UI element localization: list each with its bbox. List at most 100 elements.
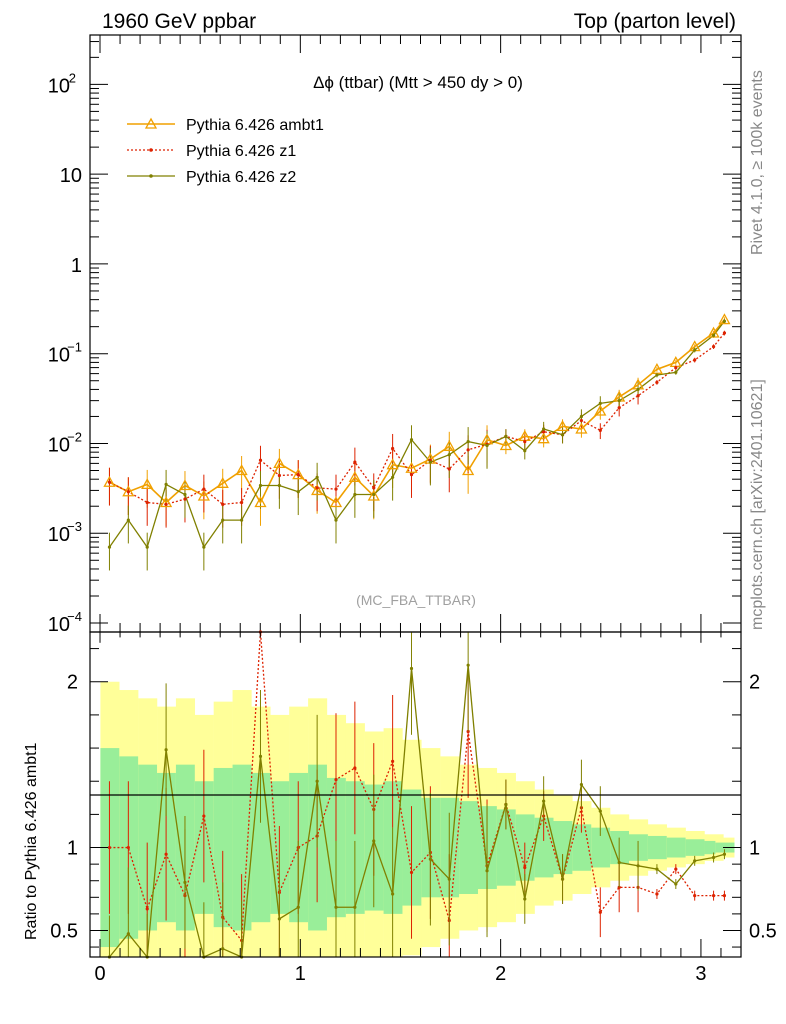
main-data-point — [240, 500, 244, 505]
main-data-point — [240, 518, 244, 522]
main-series-line — [109, 319, 726, 505]
main-data-point — [216, 476, 229, 488]
x-tick-label: 3 — [695, 963, 706, 985]
main-data-point — [372, 486, 376, 490]
main-data-point — [655, 373, 659, 377]
main-data-point — [159, 496, 173, 508]
main-data-point — [594, 404, 607, 416]
ratio-y-axis: 0.5 0.5 1 1 2 2 — [50, 648, 777, 948]
main-data-point — [235, 464, 248, 476]
main-data-point — [372, 492, 376, 497]
main-data-point — [722, 331, 727, 335]
ratio-data-point — [722, 894, 727, 898]
main-data-point — [718, 313, 731, 325]
legend-label: Pythia 6.426 ambt1 — [186, 117, 324, 134]
main-data-point — [443, 439, 456, 451]
main-data-point — [197, 489, 210, 501]
main-data-point — [447, 453, 451, 457]
main-x-ticks — [99, 35, 742, 632]
main-data-point — [674, 366, 678, 370]
main-data-point — [409, 438, 414, 442]
ratio-y-tick-label: 0.5 — [50, 920, 78, 942]
main-y-tick-label: 1 — [71, 255, 82, 277]
main-data-point — [258, 458, 263, 462]
main-data-point — [523, 439, 527, 444]
main-data-point — [722, 319, 727, 323]
ratio-series-line — [108, 665, 725, 959]
main-data-point — [221, 518, 225, 522]
main-data-point — [202, 487, 206, 491]
main-y-tick-label: 10 — [48, 524, 70, 546]
ratio-band-inner — [534, 817, 554, 878]
main-data-point — [537, 432, 550, 444]
main-data-point — [202, 545, 206, 549]
main-data-point — [428, 460, 432, 464]
main-data-point — [292, 468, 305, 480]
ratio-frame — [89, 631, 742, 958]
main-data-point — [183, 497, 187, 501]
main-data-point — [221, 502, 225, 506]
ratio-y-tick-label-right: 0.5 — [749, 920, 777, 942]
main-series-markers — [103, 313, 731, 549]
plot-title: Δϕ (ttbar) (Mtt > 450 dy > 0) — [313, 73, 523, 92]
main-data-point — [145, 500, 149, 505]
main-data-point — [462, 464, 475, 476]
main-data-point — [499, 439, 513, 451]
main-data-point — [273, 457, 286, 469]
main-data-point — [405, 461, 418, 473]
main-data-point — [542, 430, 546, 434]
x-tick-label: 2 — [495, 963, 506, 985]
main-data-point — [122, 485, 135, 497]
main-data-point — [254, 496, 267, 508]
main-data-point — [353, 460, 357, 464]
ratio-band-inner — [270, 781, 290, 914]
main-data-point — [707, 326, 720, 338]
ratio-y-tick-label-right: 1 — [749, 838, 760, 860]
ratio-uncertainty-bands — [100, 681, 735, 957]
ratio-band-inner — [345, 781, 365, 914]
main-data-point — [164, 482, 168, 487]
ratio-panel: 0.5 0.5 1 1 2 2 0 1 2 3 — [50, 630, 777, 985]
main-data-point — [693, 358, 697, 362]
main-data-point — [386, 458, 399, 470]
main-y-tick-label: 10 — [48, 345, 70, 367]
header-right-label: Top (parton level) — [574, 10, 736, 33]
main-data-point — [126, 518, 130, 522]
legend-marker — [149, 174, 153, 178]
main-data-point — [542, 427, 546, 431]
ratio-band-inner — [685, 839, 705, 856]
main-data-point — [353, 492, 357, 497]
rivet-version-label: Rivet 4.1.0, ≥ 100k events — [749, 70, 766, 255]
main-data-point — [178, 479, 192, 491]
x-tick-label: 0 — [94, 963, 105, 985]
main-data-point — [466, 448, 470, 452]
main-y-tick-exponent: −1 — [67, 340, 82, 355]
ratio-series-lines — [107, 630, 727, 959]
main-series-line — [109, 332, 725, 505]
main-data-point — [348, 470, 361, 482]
ratio-band-inner — [591, 827, 611, 868]
main-series-lines — [108, 319, 726, 549]
main-data-point — [164, 502, 168, 506]
ratio-band-inner — [213, 767, 233, 928]
main-data-point — [183, 492, 187, 497]
main-data-point — [409, 473, 414, 477]
main-data-point — [277, 473, 281, 478]
main-data-point — [145, 545, 149, 549]
ratio-y-tick-label: 2 — [67, 672, 78, 694]
main-data-point — [447, 467, 451, 471]
main-data-point — [711, 333, 716, 337]
main-data-point — [485, 443, 489, 448]
main-data-point — [655, 380, 659, 384]
main-data-point — [466, 439, 470, 444]
main-data-point — [277, 483, 281, 488]
main-data-point — [103, 475, 116, 487]
legend-label: Pythia 6.426 z1 — [186, 143, 296, 160]
main-y-tick-exponent: −3 — [67, 519, 82, 534]
ratio-y-axis-label: Ratio to Pythia 6.426 ambt1 — [23, 742, 40, 940]
main-data-point — [367, 489, 380, 501]
ratio-band-inner — [232, 764, 252, 931]
main-data-point — [296, 490, 300, 494]
main-data-point — [258, 483, 263, 488]
